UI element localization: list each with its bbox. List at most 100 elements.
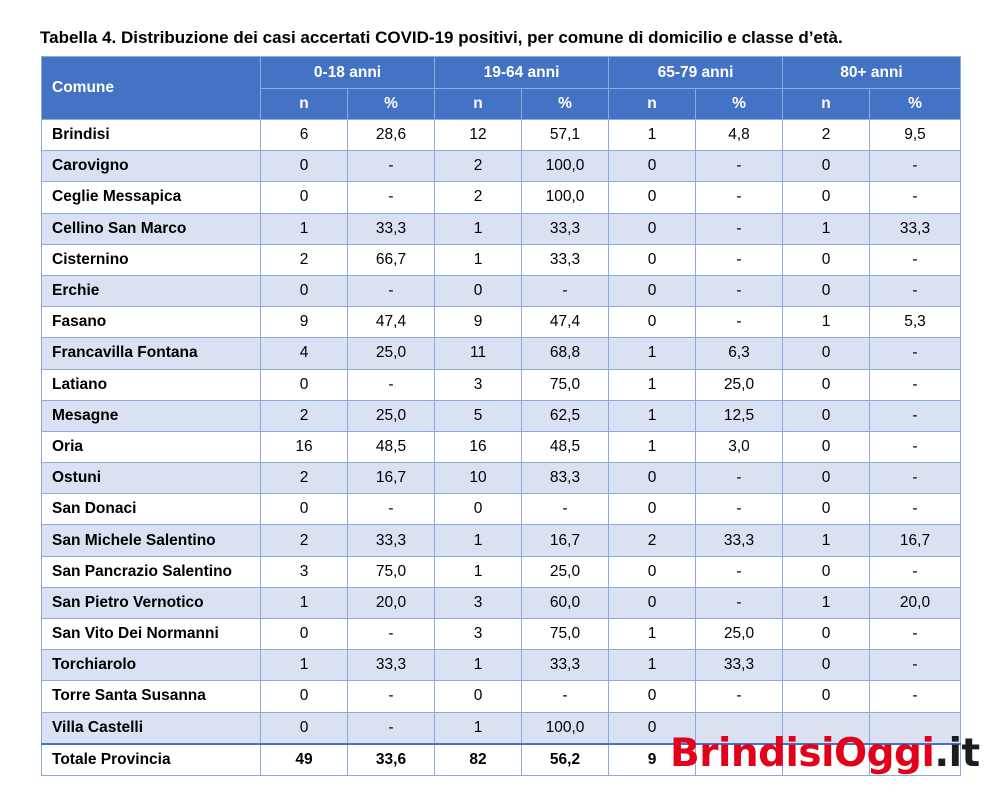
cell-pct: 33,6 [346, 742, 436, 776]
cell-pct: 66,7 [346, 243, 436, 276]
cell-pct: - [695, 462, 784, 495]
comune-name: Ceglie Messapica [41, 181, 261, 214]
cell-n: 0 [782, 368, 871, 401]
cell-n: 0 [782, 399, 871, 432]
table-row: Oria 16 48,5 16 48,5 1 3,0 0- [41, 430, 962, 464]
cell-pct: 12,5 [695, 399, 784, 432]
cell-n: 9 [434, 306, 523, 339]
cell-pct: 20,0 [869, 586, 962, 620]
cell-pct: - [346, 368, 436, 401]
cell-n: 1 [608, 399, 697, 432]
cell-n: 11 [434, 337, 523, 370]
cell-pct: 33,3 [869, 212, 962, 245]
cell-n: 0 [782, 337, 871, 370]
cell-pct: 75,0 [346, 555, 436, 588]
cell-n: 0 [608, 181, 697, 214]
cell-n: 0 [608, 306, 697, 339]
comune-name: Brindisi [41, 118, 261, 152]
cell-n: 82 [434, 742, 523, 776]
comune-name: San Vito Dei Normanni [41, 617, 261, 651]
comune-name: San Pancrazio Salentino [41, 555, 261, 588]
comune-name: Oria [41, 430, 261, 464]
cell-pct: 60,0 [521, 586, 610, 620]
comune-name: Cisternino [41, 243, 261, 276]
logo-part-oggi: Oggi [833, 731, 935, 776]
cell-pct: 16,7 [521, 524, 610, 557]
cell-n: 0 [782, 680, 871, 713]
comune-name: Cellino San Marco [41, 212, 261, 245]
cell-n: 0 [434, 680, 523, 713]
cell-n [782, 742, 871, 776]
table-row: Torre Santa Susanna 0-0-0-0- [41, 680, 962, 713]
cell-n: 0 [782, 430, 871, 464]
comune-name: Torchiarolo [41, 649, 261, 682]
cell-n: 2 [434, 181, 523, 214]
header-n: n [260, 88, 348, 120]
cell-pct: 16,7 [869, 524, 962, 557]
cell-n: 0 [782, 555, 871, 588]
cell-n: 2 [260, 243, 348, 276]
comune-name: Villa Castelli [41, 711, 261, 745]
cell-pct: 47,4 [521, 306, 610, 339]
cell-n: 2 [260, 524, 348, 557]
cell-pct: - [521, 680, 610, 713]
cell-n: 0 [782, 150, 871, 183]
cell-n: 1 [608, 649, 697, 682]
cell-n: 0 [782, 493, 871, 526]
cell-pct: - [346, 150, 436, 183]
cell-pct: - [695, 274, 784, 308]
cell-n: 0 [434, 493, 523, 526]
cell-n: 2 [260, 462, 348, 495]
comune-name: Mesagne [41, 399, 261, 432]
table-title: Tabella 4. Distribuzione dei casi accert… [40, 28, 843, 47]
cell-n: 2 [260, 399, 348, 432]
cell-pct: 25,0 [521, 555, 610, 588]
cell-n: 1 [260, 212, 348, 245]
cell-pct: - [869, 649, 962, 682]
header-pct: % [346, 88, 436, 120]
cell-pct: - [346, 493, 436, 526]
comune-name: Francavilla Fontana [41, 337, 261, 370]
comune-name: Carovigno [41, 150, 261, 183]
cell-pct: 33,3 [346, 524, 436, 557]
cell-pct: - [869, 680, 962, 713]
cell-n: 1 [434, 555, 523, 588]
cell-n: 0 [260, 617, 348, 651]
cell-n: 0 [782, 274, 871, 308]
header-n: n [782, 88, 871, 120]
cell-pct: - [869, 368, 962, 401]
table-row: San Donaci 0-0-0-0- [41, 493, 962, 526]
cell-pct: - [869, 150, 962, 183]
cell-pct: - [869, 430, 962, 464]
cell-pct: 100,0 [521, 150, 610, 183]
cell-pct: 33,3 [346, 212, 436, 245]
cell-n: 9 [260, 306, 348, 339]
cell-n: 0 [608, 555, 697, 588]
cell-pct: - [695, 212, 784, 245]
comune-name: Totale Provincia [41, 742, 261, 776]
cell-n: 0 [260, 680, 348, 713]
cell-n: 1 [434, 711, 523, 745]
cell-n: 16 [260, 430, 348, 464]
cell-pct: - [869, 337, 962, 370]
cell-n [782, 711, 871, 745]
cell-n: 0 [608, 711, 697, 745]
cell-n: 0 [608, 212, 697, 245]
cell-pct: - [346, 680, 436, 713]
cell-n: 10 [434, 462, 523, 495]
cell-n: 2 [434, 150, 523, 183]
cell-pct: 33,3 [521, 243, 610, 276]
cell-pct: 28,6 [346, 118, 436, 152]
cell-pct: - [695, 181, 784, 214]
cell-n: 1 [608, 617, 697, 651]
cell-pct: - [869, 274, 962, 308]
cell-pct: 25,0 [695, 617, 784, 651]
cell-n: 1 [782, 212, 871, 245]
cell-pct: 56,2 [521, 742, 610, 776]
comune-name: Torre Santa Susanna [41, 680, 261, 713]
cell-pct: 25,0 [346, 337, 436, 370]
table-row: Torchiarolo 1 33,3 1 33,3 1 33,3 0- [41, 649, 962, 682]
logo-part-brindisi: Brindisi [670, 731, 834, 776]
table-row: Ceglie Messapica 0-2 100,0 0-0- [41, 181, 962, 214]
table-row: San Pancrazio Salentino 3 75,0 1 25,0 0-0- [41, 555, 962, 588]
